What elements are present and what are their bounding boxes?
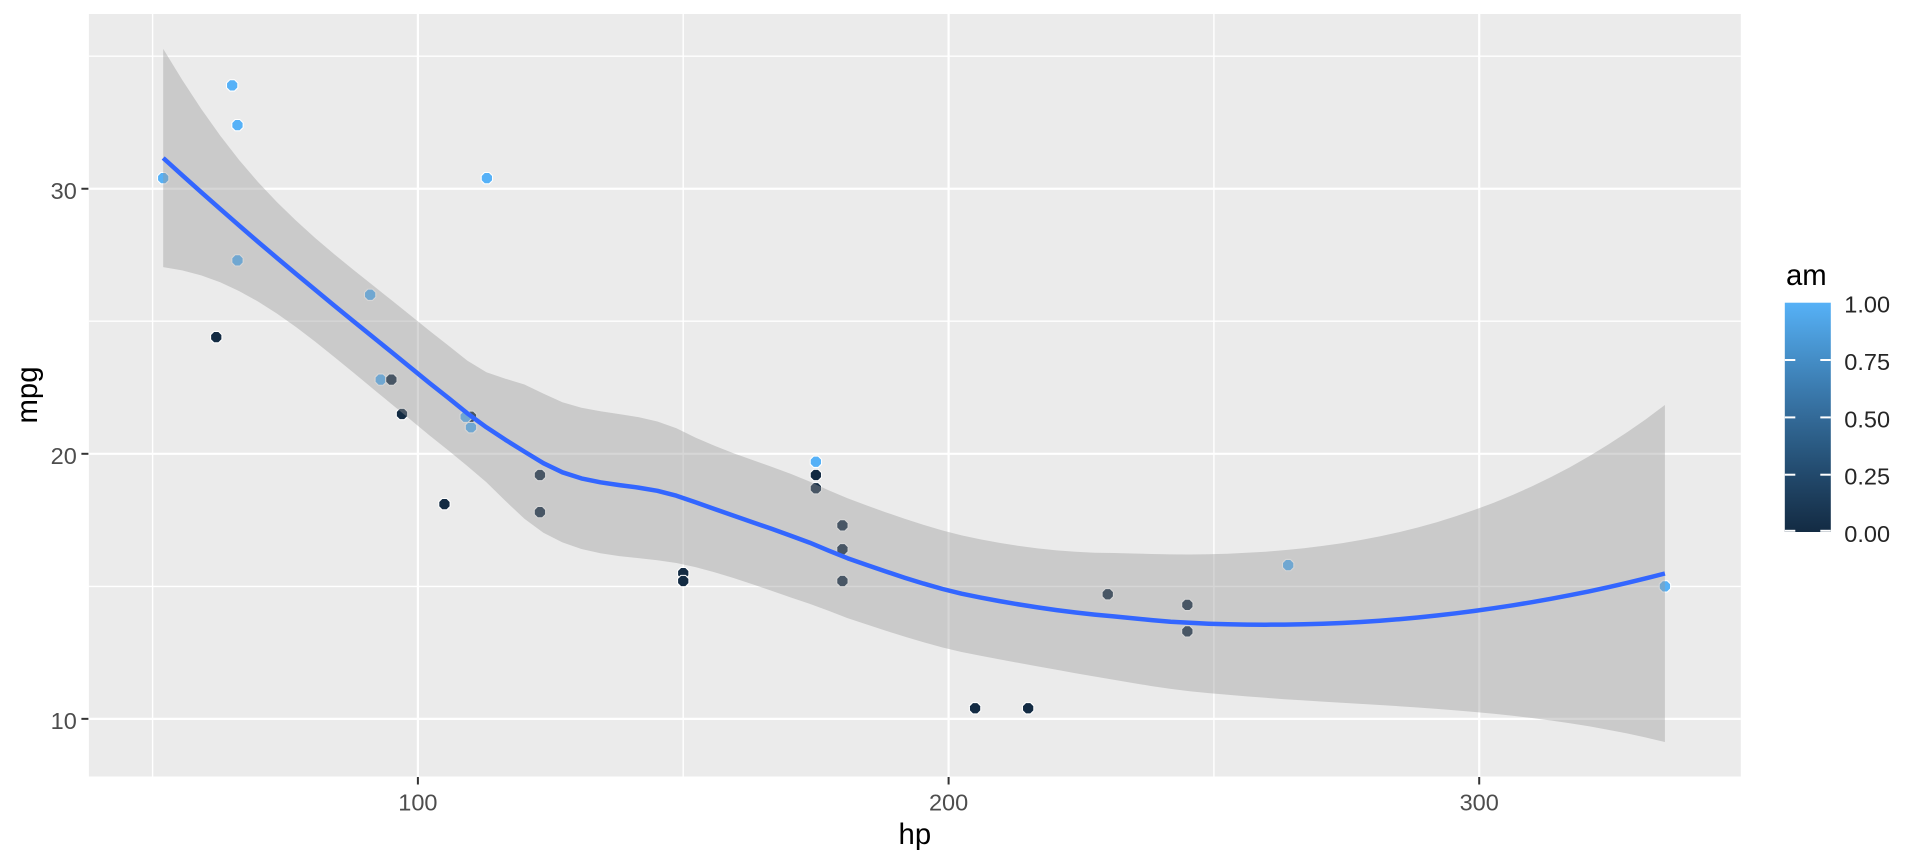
svg-text:300: 300 [1460,790,1499,816]
svg-text:10: 10 [51,708,77,734]
svg-text:30: 30 [51,178,77,204]
svg-text:hp: hp [899,818,932,851]
svg-text:100: 100 [398,790,437,816]
svg-text:20: 20 [51,443,77,469]
svg-text:200: 200 [929,790,968,816]
svg-text:0.00: 0.00 [1844,521,1890,547]
svg-text:1.00: 1.00 [1844,292,1890,318]
svg-text:am: am [1786,259,1827,292]
svg-text:mpg: mpg [11,367,44,424]
svg-text:0.50: 0.50 [1844,406,1890,432]
svg-text:0.25: 0.25 [1844,464,1890,490]
svg-text:0.75: 0.75 [1844,349,1890,375]
